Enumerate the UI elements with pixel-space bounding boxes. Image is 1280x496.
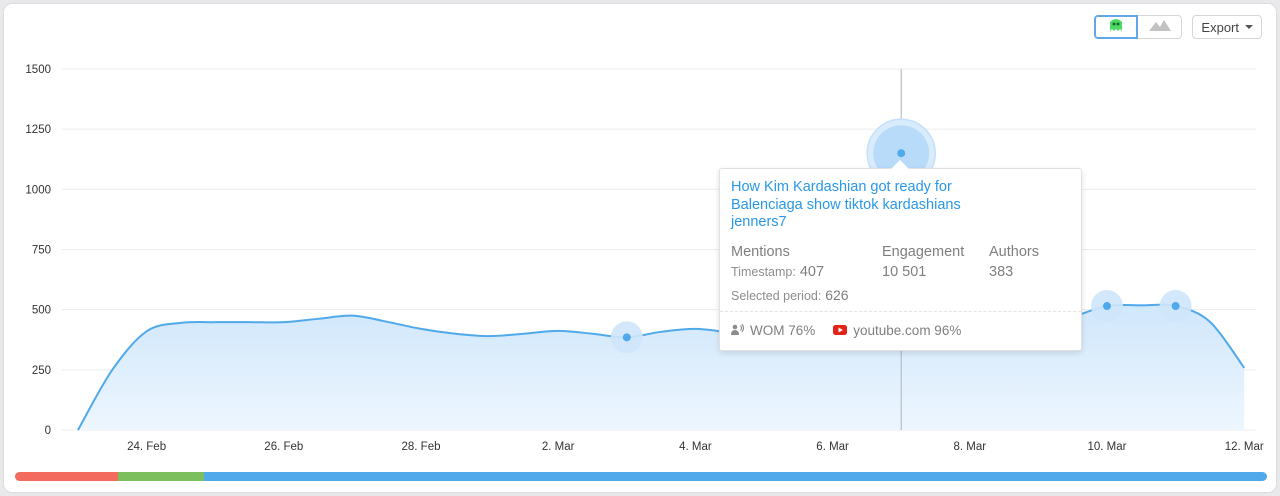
youtube-label: youtube.com 96% [853, 323, 962, 338]
x-tick-label: 8. Mar [954, 441, 987, 453]
export-button[interactable]: Export [1192, 15, 1262, 39]
mountain-view-button[interactable] [1138, 15, 1183, 39]
y-tick-label: 1000 [25, 184, 51, 196]
authors-column: Authors 383 [989, 243, 1039, 282]
wom-stat: WOM 76% [731, 323, 815, 338]
monster-view-button[interactable] [1094, 15, 1139, 39]
data-point [622, 333, 631, 342]
mountain-icon [1148, 18, 1171, 36]
tooltip-post-title[interactable]: How Kim Kardashian got ready for Balenci… [731, 179, 961, 230]
export-label: Export [1201, 19, 1239, 35]
sentiment-segment-negative [15, 472, 118, 481]
toolbar: Export [1094, 15, 1262, 39]
data-point [1171, 302, 1180, 311]
tooltip-arrow [891, 160, 909, 169]
y-tick-label: 500 [32, 305, 51, 317]
sentiment-bar [15, 472, 1267, 481]
wom-label: WOM 76% [750, 323, 816, 338]
data-point [1103, 302, 1111, 311]
x-tick-label: 4. Mar [679, 441, 712, 453]
x-tick-label: 12. Mar [1225, 441, 1264, 453]
y-tick-label: 250 [32, 365, 51, 377]
area-fill [78, 153, 1245, 430]
x-tick-label: 6. Mar [816, 441, 849, 453]
view-toggle [1094, 15, 1183, 39]
authors-label: Authors [989, 244, 1039, 260]
engagement-value: 10 501 [882, 264, 927, 280]
x-tick-label: 26. Feb [264, 441, 303, 453]
y-tick-label: 750 [32, 245, 51, 257]
caret-down-icon [1245, 25, 1253, 29]
x-tick-label: 2. Mar [542, 441, 575, 453]
mentions-column: Mentions Timestamp: 407 [731, 243, 824, 282]
authors-value: 383 [989, 264, 1014, 280]
tooltip-footer: WOM 76% youtube.com 96% [731, 323, 961, 338]
timestamp-label: Timestamp: [731, 265, 796, 279]
speaking-person-icon [731, 323, 745, 338]
selected-period-row: Selected period: 626 [731, 287, 849, 303]
sentiment-segment-neutral [204, 472, 1267, 481]
sentiment-segment-positive [117, 472, 205, 481]
mentions-chart: 0 250 500 750 1000 1250 1500 24. Feb 26. Feb 28. … [25, 64, 1264, 453]
tooltip-divider [720, 311, 1081, 312]
y-tick-label: 1250 [25, 124, 51, 136]
data-point-tooltip: How Kim Kardashian got ready for Balenci… [719, 160, 1082, 351]
data-point [897, 149, 906, 158]
x-tick-label: 28. Feb [402, 441, 441, 453]
x-tick-label: 10. Mar [1088, 441, 1127, 453]
y-tick-label: 1500 [25, 64, 51, 76]
mentions-label: Mentions [731, 244, 790, 260]
timestamp-value: 407 [799, 264, 825, 280]
youtube-stat: youtube.com 96% [833, 323, 961, 338]
youtube-icon [833, 323, 848, 338]
monster-icon [1107, 18, 1125, 37]
timestamp-row: Timestamp: 407 [731, 262, 824, 282]
engagement-column: Engagement 10 501 [882, 243, 964, 282]
engagement-label: Engagement [882, 244, 965, 260]
chart-panel: 0 250 500 750 1000 1250 1500 24. Feb 26. Feb 28. … [4, 4, 1276, 492]
y-tick-label: 0 [45, 425, 51, 437]
x-tick-label: 24. Feb [127, 441, 166, 453]
selected-period-value: 626 [825, 287, 849, 303]
selected-period-label: Selected period: [731, 289, 822, 303]
